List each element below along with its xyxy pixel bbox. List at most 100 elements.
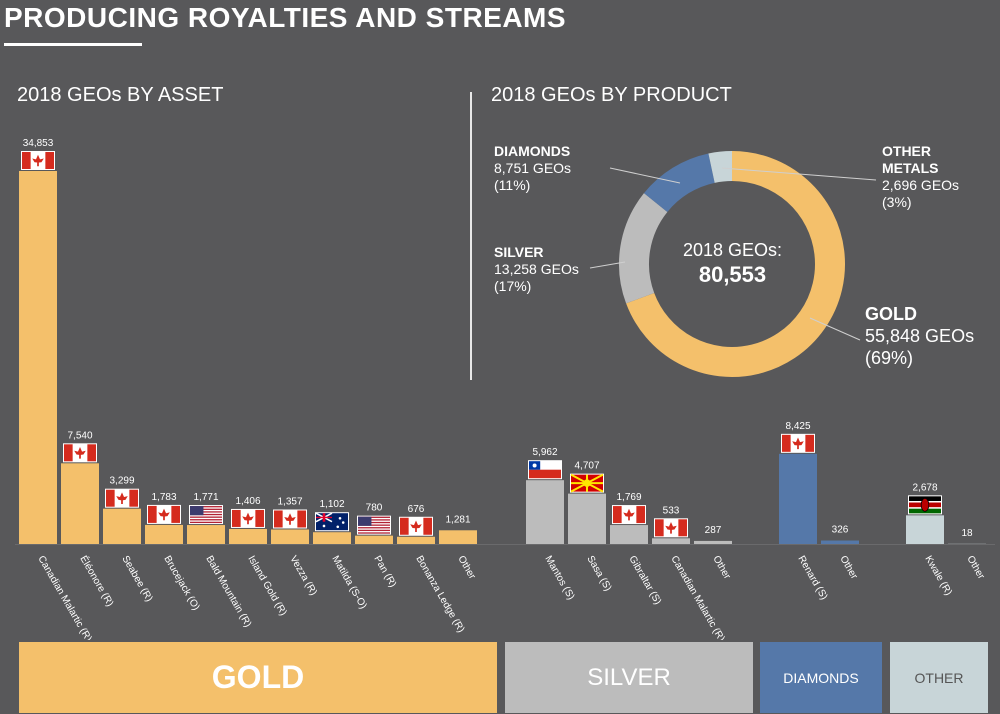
bar-gold [313, 532, 351, 544]
bar-category-label: Gibraltar (S) [626, 554, 663, 607]
flag-canada-icon [63, 443, 97, 463]
flag-canada-icon [273, 509, 307, 529]
bar-category-label: Other [837, 554, 859, 582]
bar-value-label: 1,281 [445, 514, 470, 525]
title-underline [4, 43, 142, 46]
bar-category-label: Seabee (R) [119, 554, 154, 604]
bar-gold [145, 524, 183, 544]
donut-center-title: 2018 GEOs: [682, 240, 783, 260]
legend-other: OTHER [890, 642, 988, 713]
donut-slice-gold [626, 151, 845, 377]
bar-silver [568, 493, 606, 544]
legend-diamonds: DIAMONDS [760, 642, 882, 713]
bar-gold [19, 171, 57, 544]
bar-value-label: 34,853 [23, 138, 54, 149]
donut-slice-silver [619, 193, 668, 304]
flag-canada-icon [781, 433, 815, 453]
donut-chart-title: 2018 GEOs BY PRODUCT [491, 84, 732, 106]
bar-category-label: Pan (R) [371, 554, 398, 589]
bar-category-label: Mantos (S) [542, 554, 576, 602]
donut-label-geos: 8,751 GEOs [494, 160, 572, 176]
bar-value-label: 4,707 [574, 461, 599, 472]
bar-value-label: 1,783 [151, 492, 176, 503]
bar-other [906, 515, 944, 544]
leader-line-other-metals [721, 167, 877, 181]
bar-silver [610, 525, 648, 544]
bar-value-label: 676 [408, 504, 425, 515]
flag-macedonia-icon [570, 473, 604, 493]
donut-label-diamonds: DIAMONDS 8,751 GEOs (11%) [494, 143, 571, 194]
donut-chart [589, 151, 877, 377]
bar-silver [652, 538, 690, 544]
flag-canada-icon [105, 488, 139, 508]
bar-category-label: Island Gold (R) [245, 554, 288, 618]
bar-value-label: 8,425 [785, 421, 810, 432]
donut-label-percent: (17%) [494, 278, 532, 294]
bar-value-label: 5,962 [532, 447, 557, 458]
bar-gold [439, 530, 477, 544]
bar-gold [187, 525, 225, 544]
section-divider [470, 92, 472, 380]
bar-chart-title: 2018 GEOs BY ASSET [17, 84, 224, 106]
donut-label-geos: 13,258 GEOs [494, 261, 579, 277]
leader-line-silver [589, 261, 626, 269]
donut-label-geos: 2,696 GEOs [882, 177, 960, 193]
flag-usa-icon [357, 515, 391, 535]
donut-slice-other-metals [708, 151, 733, 183]
bar-gold [229, 528, 267, 544]
donut-label-other-metals: OTHER METALS 2,696 GEOs (3%) [882, 143, 982, 211]
bar-value-label: 1,771 [193, 492, 218, 503]
bar-category-label: Bonanza Ledge (R) [413, 554, 466, 635]
bar-category-label: Vezza (R) [287, 554, 318, 598]
donut-label-percent: (69%) [865, 348, 914, 368]
bar-category-label: Brucejack (O) [161, 554, 201, 612]
bar-category-label: Matilda (S-O) [329, 554, 368, 611]
donut-slice-diamonds [643, 153, 716, 213]
leader-line-gold [809, 317, 861, 341]
flag-canada-icon [612, 505, 646, 525]
bar-value-label: 3,299 [109, 476, 134, 487]
flag-canada-icon [654, 518, 688, 538]
bar-gold [61, 463, 99, 544]
legend-gold: GOLD [19, 642, 497, 713]
flag-chile-icon [528, 460, 562, 480]
bar-category-label: Sasa (S) [584, 554, 613, 593]
legend-silver: SILVER [505, 642, 753, 713]
bar-category-label: Other [455, 554, 477, 582]
bar-value-label: 2,678 [912, 482, 937, 493]
bar-gold [271, 529, 309, 544]
donut-label-percent: (3%) [882, 194, 912, 210]
donut-label-silver: SILVER 13,258 GEOs (17%) [494, 244, 579, 295]
bar-category-label: Kwale (R) [922, 554, 953, 598]
flag-canada-icon [231, 508, 265, 528]
flag-canada-icon [21, 151, 55, 170]
donut-label-percent: (11%) [494, 177, 531, 193]
bar-category-label: Bald Mountain (R) [203, 554, 253, 629]
bar-value-label: 326 [832, 525, 849, 536]
bar-value-label: 533 [663, 505, 680, 516]
flag-australia-icon [315, 512, 349, 532]
bar-diamonds [779, 453, 817, 544]
flag-usa-icon [189, 505, 223, 525]
bar-value-label: 287 [705, 525, 722, 536]
bar-gold [103, 508, 141, 544]
page-title: PRODUCING ROYALTIES AND STREAMS [4, 2, 567, 33]
bar-value-label: 7,540 [67, 430, 92, 441]
bar-value-label: 1,406 [235, 496, 260, 507]
donut-label-geos: 55,848 GEOs [865, 326, 975, 346]
bar-diamonds [821, 540, 859, 544]
donut-label-name: DIAMONDS [494, 143, 571, 159]
bar-value-label: 18 [961, 528, 973, 539]
flag-kenya-icon [908, 495, 942, 515]
donut-label-name: OTHER METALS [882, 143, 939, 176]
bar-silver [526, 480, 564, 544]
donut-label-name: GOLD [865, 304, 917, 324]
donut-label-name: SILVER [494, 244, 544, 260]
bar-category-label: Other [964, 554, 986, 582]
flag-canada-icon [147, 504, 181, 524]
leader-line-diamonds [609, 167, 681, 184]
donut-label-gold: GOLD 55,848 GEOs (69%) [865, 303, 974, 369]
bar-gold [397, 536, 435, 544]
bar-value-label: 1,769 [616, 492, 641, 503]
